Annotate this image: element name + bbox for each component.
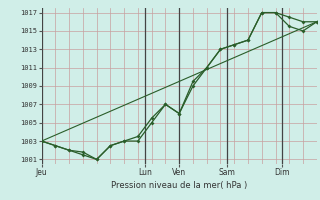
X-axis label: Pression niveau de la mer( hPa ): Pression niveau de la mer( hPa ) xyxy=(111,181,247,190)
